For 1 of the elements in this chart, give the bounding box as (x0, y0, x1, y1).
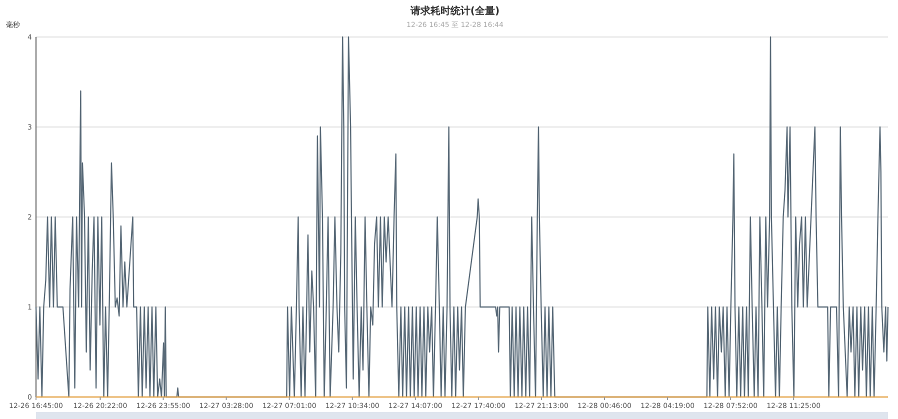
chart-title: 请求耗时统计(全量) (409, 5, 500, 17)
